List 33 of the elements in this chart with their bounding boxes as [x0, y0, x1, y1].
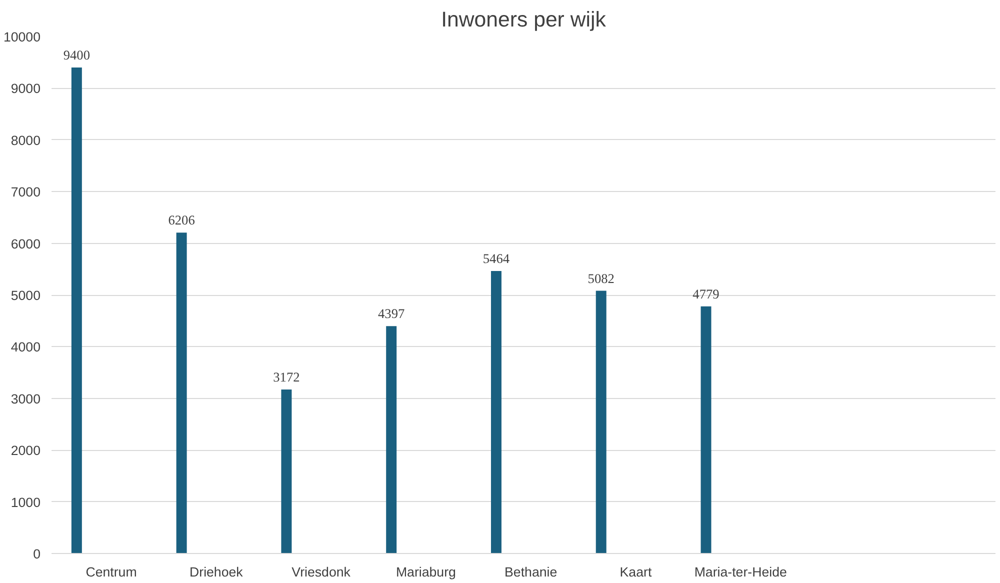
y-tick-label: 6000	[10, 236, 41, 252]
data-label: 6206	[168, 212, 196, 228]
data-label: 4397	[378, 306, 406, 322]
data-label: 9400	[63, 48, 90, 63]
y-tick-label: 5000	[10, 288, 41, 303]
x-tick-label: Driehoek	[190, 564, 244, 580]
y-tick-label: 3000	[10, 391, 41, 406]
bar	[71, 68, 82, 554]
y-tick-label: 1000	[10, 494, 41, 510]
x-tick-label: Maria-ter-Heide	[694, 564, 787, 580]
y-tick-label: 0	[33, 546, 41, 562]
x-tick-label: Vriesdonk	[292, 564, 351, 580]
x-tick-label: Centrum	[86, 564, 137, 580]
y-tick-label: 8000	[10, 132, 41, 148]
data-label: 5082	[588, 270, 614, 286]
bar	[176, 232, 187, 554]
data-label: 4779	[692, 286, 720, 302]
y-tick-label: 2000	[10, 443, 41, 458]
bar	[386, 326, 397, 554]
x-tick-label: Kaart	[620, 564, 652, 580]
y-tick-label: 10000	[3, 30, 40, 44]
bar	[281, 390, 292, 554]
y-tick-label: 9000	[10, 81, 41, 96]
data-label: 5464	[482, 251, 510, 266]
chart-title: Inwoners per wijk	[441, 8, 606, 32]
bar	[700, 306, 712, 554]
y-tick-label: 4000	[10, 340, 41, 355]
x-tick-label: Mariaburg	[396, 564, 456, 580]
data-label: 3172	[273, 370, 300, 385]
y-tick-label: 7000	[10, 184, 41, 200]
x-tick-label: Bethanie	[504, 564, 558, 580]
bar	[596, 290, 606, 554]
bar	[490, 271, 502, 554]
